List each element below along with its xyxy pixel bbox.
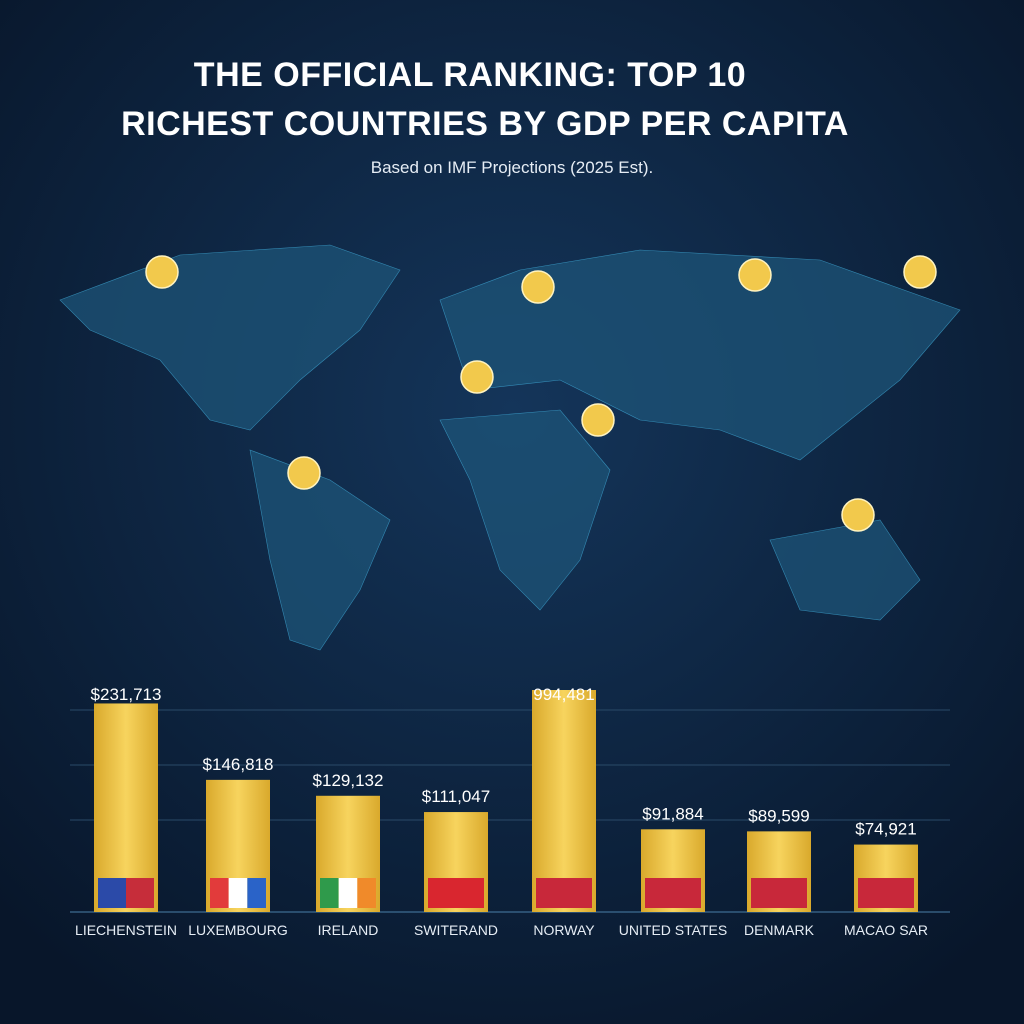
x-tick-label: SWITERAND xyxy=(414,922,498,938)
flag xyxy=(645,878,701,908)
x-tick-label: DENMARK xyxy=(744,922,815,938)
x-tick-label: IRELAND xyxy=(318,922,379,938)
map-pins xyxy=(145,255,937,532)
title-line: THE OFFICIAL RANKING: TOP 10 xyxy=(194,56,746,94)
flag xyxy=(428,878,484,908)
x-tick-label: LIECHENSTEIN xyxy=(75,922,177,938)
flag xyxy=(751,878,807,908)
flag xyxy=(247,878,266,908)
bar xyxy=(532,690,596,912)
title-line: RICHEST COUNTRIES BY GDP PER CAPITA xyxy=(121,105,849,143)
value-label: $231,713 xyxy=(91,685,162,704)
bar xyxy=(94,703,158,912)
value-label: $146,818 xyxy=(203,755,274,774)
x-tick-label: NORWAY xyxy=(533,922,595,938)
x-tick-label: LUXEMBOURG xyxy=(188,922,288,938)
value-label: $89,599 xyxy=(748,806,809,825)
x-tick-label: UNITED STATES xyxy=(619,922,727,938)
value-label: $91,884 xyxy=(642,804,703,823)
flag xyxy=(858,878,914,908)
flag xyxy=(357,878,376,908)
flag xyxy=(320,878,339,908)
flag xyxy=(228,878,248,908)
flag xyxy=(126,878,154,908)
value-label: $111,047 xyxy=(422,787,490,806)
x-tick-label: MACAO SAR xyxy=(844,922,928,938)
subtitle: Based on IMF Projections (2025 Est). xyxy=(371,158,654,177)
flag xyxy=(536,878,592,908)
flag xyxy=(98,878,126,908)
flag xyxy=(338,878,358,908)
value-label: $129,132 xyxy=(313,771,384,790)
world-map xyxy=(59,244,961,651)
value-label: 994,481 xyxy=(533,685,594,704)
value-label: $74,921 xyxy=(855,820,916,839)
flag xyxy=(210,878,229,908)
